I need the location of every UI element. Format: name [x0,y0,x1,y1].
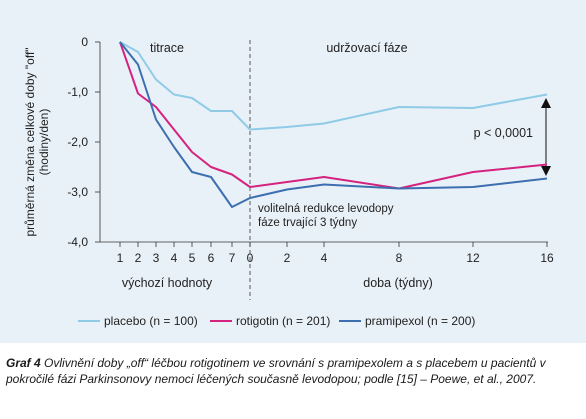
p-value-arrow-head-up [541,98,551,108]
y-tick-label: -2,0 [67,135,88,149]
x-tick-label: 7 [229,251,236,265]
x-tick-label: 4 [321,251,328,265]
y-axis-title-line: průměrná změna celkové doby "off" [23,47,37,236]
figure-caption: Graf 4 Ovlivnění doby „off“ léčbou rotig… [6,355,580,387]
x-tick-label: 8 [396,251,403,265]
p-value-arrow-head-down [541,166,551,176]
p-value-label: p < 0,0001 [474,126,533,140]
x-tick-label: 5 [189,251,196,265]
y-tick-label: 0 [81,35,88,49]
section-label-titration: titrace [150,41,184,55]
series-lines [119,41,548,208]
series-line [119,41,548,208]
y-axis-title-line: (hodiny/den) [37,109,51,176]
y-tick-label: -4,0 [67,235,88,249]
legend-label: rotigotin (n = 201) [236,314,330,328]
x-group-label-baseline: výchozí hodnoty [122,276,213,290]
x-tick-label: 1 [117,251,124,265]
x-group-label-weeks: doba (týdny) [363,276,432,290]
x-tick-label: 16 [540,251,554,265]
legend-label: placebo (n = 100) [104,314,198,328]
series-line [119,41,548,131]
chart-panel [0,0,586,343]
y-tick-label: -1,0 [67,85,88,99]
legend-label: pramipexol (n = 200) [365,314,475,328]
caption-label: Graf 4 [6,356,41,370]
annotation-note-line2: fáze trvající 3 týdny [258,217,357,229]
x-tick-label: 0 [247,251,254,265]
x-tick-label: 4 [171,251,178,265]
y-tick-label: -3,0 [67,185,88,199]
annotation-note-line1: volitelná redukce levodopy [258,203,394,215]
caption-text: Ovlivnění doby „off“ léčbou rotigotinem … [6,356,546,386]
x-tick-label: 6 [208,251,215,265]
x-tick-label: 2 [135,251,142,265]
x-tick-label: 3 [153,251,160,265]
y-axis-title: průměrná změna celkové doby "off"(hodiny… [23,47,51,236]
x-tick-label: 12 [466,251,480,265]
axes [78,40,551,322]
section-label-maintenance: udržovací fáze [326,41,407,55]
series-line [119,41,548,190]
x-tick-label: 2 [284,251,291,265]
